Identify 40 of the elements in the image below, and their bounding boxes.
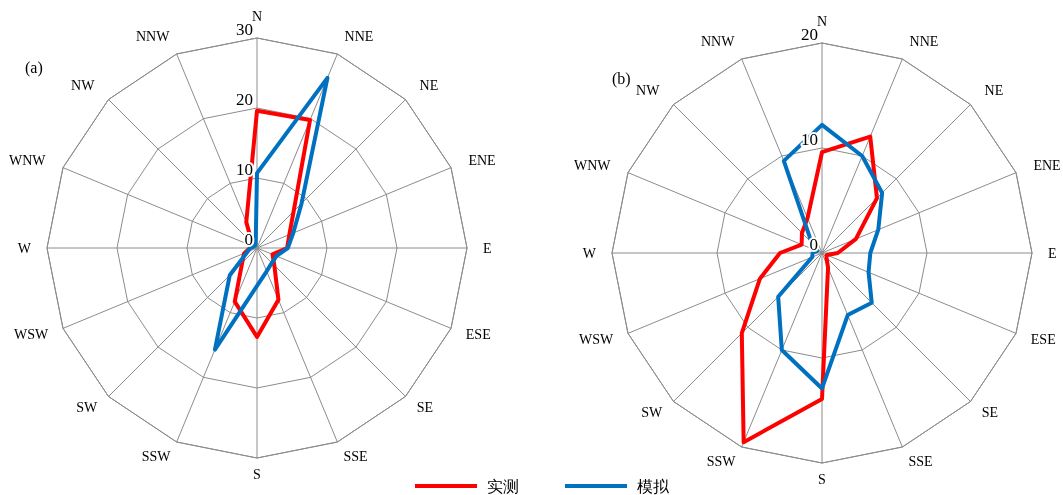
spoke-label: WNW <box>574 157 612 173</box>
spoke-label: SSW <box>141 449 172 465</box>
text: (a) <box>25 59 43 77</box>
spoke-label: NNW <box>700 34 736 50</box>
spoke-label: NE <box>984 82 1004 98</box>
spoke-label: W <box>17 240 32 256</box>
spoke-label: SSE <box>908 454 933 470</box>
spoke-label: ENE <box>1033 157 1061 173</box>
y-tick-label: 0 <box>244 230 253 249</box>
spoke-label: SE <box>981 405 999 421</box>
spoke-label: NW <box>71 77 96 93</box>
spoke-label: ENE <box>468 152 496 168</box>
y-tick-label: 20 <box>801 25 818 44</box>
y-tick-label: 30 <box>236 20 253 39</box>
legend-label: 实测 <box>487 477 519 495</box>
spoke-label: SE <box>416 400 434 416</box>
spoke-label: N <box>251 8 263 24</box>
spoke-label: SW <box>641 405 663 421</box>
spoke-label: WSW <box>13 327 49 342</box>
spoke-label: NNE <box>344 29 374 45</box>
spoke-label: N <box>816 13 828 29</box>
spoke-label: SW <box>76 400 98 416</box>
spoke-label: ESE <box>465 327 491 342</box>
y-tick-label: 20 <box>236 90 253 109</box>
spoke-label: WNW <box>9 152 47 168</box>
spoke-label: WSW <box>578 332 614 347</box>
spoke-label: NE <box>419 77 439 93</box>
legend-label: 模拟 <box>637 477 670 495</box>
spoke-label: SSW <box>706 454 737 470</box>
spoke-label: NNW <box>135 29 171 45</box>
text: (b) <box>612 70 631 88</box>
spoke-label: E <box>483 240 492 256</box>
spoke-label: S <box>253 466 261 482</box>
spoke-label: NNE <box>909 34 939 50</box>
spoke-label: ESE <box>1030 332 1056 347</box>
spoke-label: W <box>582 245 597 261</box>
spoke-label: NW <box>636 82 661 98</box>
spoke-label: E <box>1048 245 1057 261</box>
spoke-label: SSE <box>343 449 368 465</box>
spoke-label: S <box>818 471 826 487</box>
